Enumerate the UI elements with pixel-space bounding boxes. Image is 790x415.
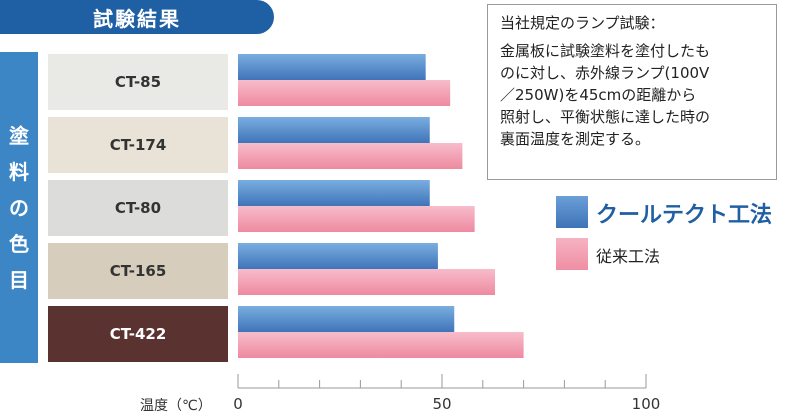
bar-conventional-ct-80: [238, 206, 475, 232]
note-title: 当社規定のランプ試験：: [500, 14, 665, 32]
side-label-char: 塗: [9, 123, 29, 148]
swatch-ct-174: CT-174: [48, 117, 228, 173]
legend-label-cool-tect: クールテクト工法: [596, 203, 773, 228]
bar-cool-tect-ct-165: [238, 243, 438, 269]
bar-conventional-ct-165: [238, 269, 496, 295]
x-axis-title: 温度（℃）: [140, 398, 212, 414]
x-tick-label: 50: [432, 395, 452, 413]
side-label-char: 色: [9, 231, 29, 256]
bar-cool-tect-ct-85: [238, 54, 426, 80]
bar-conventional-ct-174: [238, 143, 463, 169]
side-label-char: の: [9, 195, 29, 220]
test-method-note: 当社規定のランプ試験： 金属板に試験塗料を塗付したも のに対し、赤外線ランプ(1…: [487, 4, 777, 180]
swatch-ct-165: CT-165: [48, 243, 228, 299]
x-tick-label: 100: [631, 395, 661, 413]
bar-cool-tect-ct-174: [238, 117, 430, 143]
note-body: 金属板に試験塗料を塗付したも のに対し、赤外線ランプ(100V ／250W)を4…: [500, 42, 711, 148]
bar-conventional-ct-422: [238, 332, 524, 358]
bar-conventional-ct-85: [238, 80, 451, 106]
bar-cool-tect-ct-422: [238, 306, 455, 332]
legend-swatch-conventional: [556, 238, 588, 270]
page-title: 試験結果: [0, 0, 274, 34]
swatch-ct-85: CT-85: [48, 54, 228, 110]
swatch-ct-422: CT-422: [48, 306, 228, 362]
x-tick-label: 0: [233, 395, 243, 413]
side-label-char: 料: [9, 159, 29, 184]
bar-cool-tect-ct-80: [238, 180, 430, 206]
swatch-ct-80: CT-80: [48, 180, 228, 236]
legend-swatch-cool-tect: [556, 196, 588, 228]
paint-color-label: 塗料の色目: [0, 52, 38, 363]
side-label-char: 目: [9, 267, 29, 292]
legend-label-conventional: 従来工法: [596, 247, 661, 266]
